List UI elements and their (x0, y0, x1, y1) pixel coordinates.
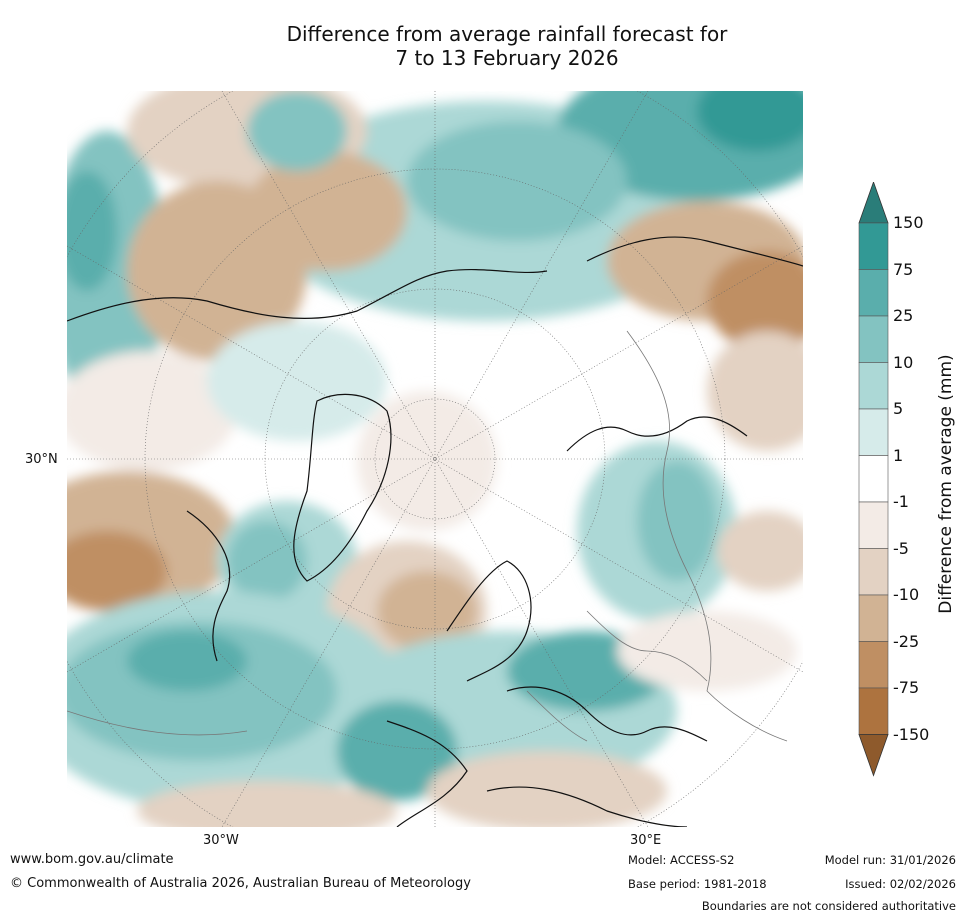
coastlines (67, 236, 803, 827)
footer-model-run: Model run: 31/01/2026 (824, 853, 956, 867)
country-borders (67, 330, 788, 742)
colorbar-tick-label: -1 (893, 492, 909, 511)
footer-disclaimer: Boundaries are not considered authoritat… (701, 899, 956, 913)
lon-label-30e: 30°E (630, 833, 662, 848)
title-line-2: 7 to 13 February 2026 (395, 46, 619, 70)
lon-label-30w: 30°W (203, 833, 239, 848)
colorbar-title: Difference from average (mm) (936, 354, 956, 614)
colorbar-segment (858, 222, 889, 270)
footer-issued: Issued: 02/02/2026 (845, 877, 956, 891)
colorbar-segment (858, 408, 889, 456)
colorbar-segment (858, 641, 889, 689)
footer-copyright: © Commonwealth of Australia 2026, Austra… (10, 876, 471, 891)
colorbar-extend-top (858, 182, 889, 224)
colorbar-tick-label: 1 (893, 445, 904, 465)
colorbar-tick-label: 150 (893, 213, 924, 232)
colorbar-tick-label: -75 (893, 678, 920, 697)
colorbar-segment (858, 501, 889, 549)
colorbar-segment (858, 269, 889, 317)
colorbar-tick-label: 10 (893, 352, 914, 372)
rainfall-anomaly-map (67, 91, 803, 827)
colorbar-tick-label: -25 (893, 631, 920, 651)
colorbar-segment (858, 315, 889, 363)
anomaly-fields (67, 91, 803, 827)
footer-base-period: Base period: 1981-2018 (628, 877, 767, 891)
colorbar-segment (858, 548, 889, 596)
map-title: Difference from average rainfall forecas… (0, 22, 965, 70)
colorbar-segments (858, 182, 889, 777)
colorbar-tick-label: -10 (893, 585, 920, 604)
colorbar (858, 182, 889, 777)
colorbar-tick-label: 5 (893, 399, 904, 418)
colorbar-tick-label: -150 (893, 724, 930, 744)
colorbar-tick-label: -5 (893, 538, 909, 558)
colorbar-extend-bottom (858, 734, 889, 777)
lat-label-30n: 30°N (25, 452, 58, 467)
colorbar-segment (858, 362, 889, 410)
footer-model: Model: ACCESS-S2 (628, 853, 735, 867)
colorbar-tick-label: 75 (893, 259, 914, 279)
colorbar-segment (858, 455, 889, 503)
graticule (67, 91, 803, 827)
colorbar-tick-label: 25 (893, 306, 914, 325)
colorbar-segment (858, 687, 889, 735)
title-line-1: Difference from average rainfall forecas… (286, 22, 728, 46)
footer-website: www.bom.gov.au/climate (10, 852, 174, 867)
colorbar-segment (858, 594, 889, 642)
map-canvas (67, 91, 803, 827)
